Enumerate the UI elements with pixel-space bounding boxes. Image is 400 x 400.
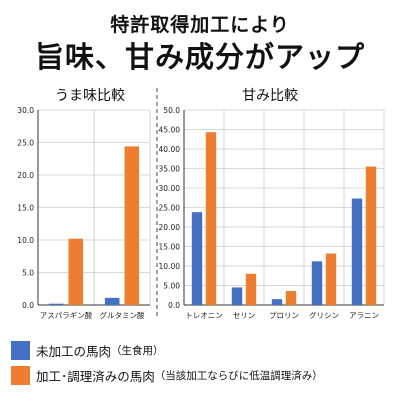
bar-unprocessed	[271, 299, 283, 305]
bar-processed	[245, 273, 257, 305]
headline-line-1: 特許取得加工により	[110, 14, 290, 36]
headline-line-2: 旨味、甘み成分がアップ	[34, 40, 365, 74]
bar-unprocessed	[311, 261, 323, 305]
y-tick-label: 35.00	[159, 165, 181, 174]
y-tick-label: 25.0	[17, 139, 34, 148]
x-tick-label: グリシン	[309, 310, 339, 320]
bar-processed	[124, 146, 140, 305]
y-tick-label: 20.0	[17, 171, 34, 180]
legend-item-processed: 加工･調理済みの馬肉 （当該加工ならびに低温調理済み）	[11, 366, 323, 385]
legend-note-processed: （当該加工ならびに低温調理済み）	[154, 370, 323, 382]
legend-swatch-blue	[11, 341, 30, 360]
y-tick-label: 50.0	[163, 106, 180, 115]
chart-title: うま味比較	[55, 88, 125, 104]
x-tick-label: アスパラギン酸	[40, 310, 93, 320]
chart-title: 甘み比較	[242, 88, 298, 104]
x-tick-label: トレオニン	[185, 311, 223, 320]
y-tick-label: 5.0	[22, 269, 34, 278]
bar-unprocessed	[231, 287, 243, 305]
y-tick-label: 10.0	[17, 236, 34, 245]
bar-processed	[205, 132, 217, 305]
x-tick-label: セリン	[233, 311, 256, 320]
bar-unprocessed	[191, 212, 203, 305]
bar-unprocessed	[104, 297, 120, 305]
y-tick-label: 15.00	[159, 243, 181, 252]
legend-label-unprocessed: 未加工の馬肉	[36, 344, 112, 359]
legend-note-unprocessed: （生食用）	[111, 345, 164, 357]
bar-processed	[68, 238, 84, 305]
legend-swatch-orange	[11, 366, 30, 385]
bar-processed	[365, 166, 377, 305]
bar-unprocessed	[48, 303, 64, 305]
bar-processed	[285, 290, 297, 305]
legend-item-unprocessed: 未加工の馬肉 （生食用）	[11, 341, 164, 360]
y-tick-label: 25.00	[159, 204, 181, 213]
y-tick-label: 10.00	[159, 262, 181, 271]
bar-processed	[325, 253, 337, 305]
y-tick-label: 40.00	[159, 145, 181, 154]
x-tick-label: グルタミン酸	[100, 310, 145, 320]
x-tick-label: アラニン	[349, 311, 379, 320]
y-tick-label: 45.00	[159, 126, 181, 135]
bar-unprocessed	[351, 198, 363, 305]
y-tick-label: 0.0	[22, 301, 34, 310]
y-tick-label: 30.00	[159, 184, 181, 193]
y-tick-label: 30.0	[17, 106, 34, 115]
x-tick-label: プロリン	[269, 311, 299, 320]
y-tick-label: 0.0	[168, 301, 180, 310]
y-tick-label: 15.0	[17, 204, 34, 213]
legend-label-processed: 加工･調理済みの馬肉	[36, 369, 155, 384]
y-tick-label: 20.00	[159, 223, 181, 232]
y-tick-label: 5.00	[163, 282, 180, 291]
